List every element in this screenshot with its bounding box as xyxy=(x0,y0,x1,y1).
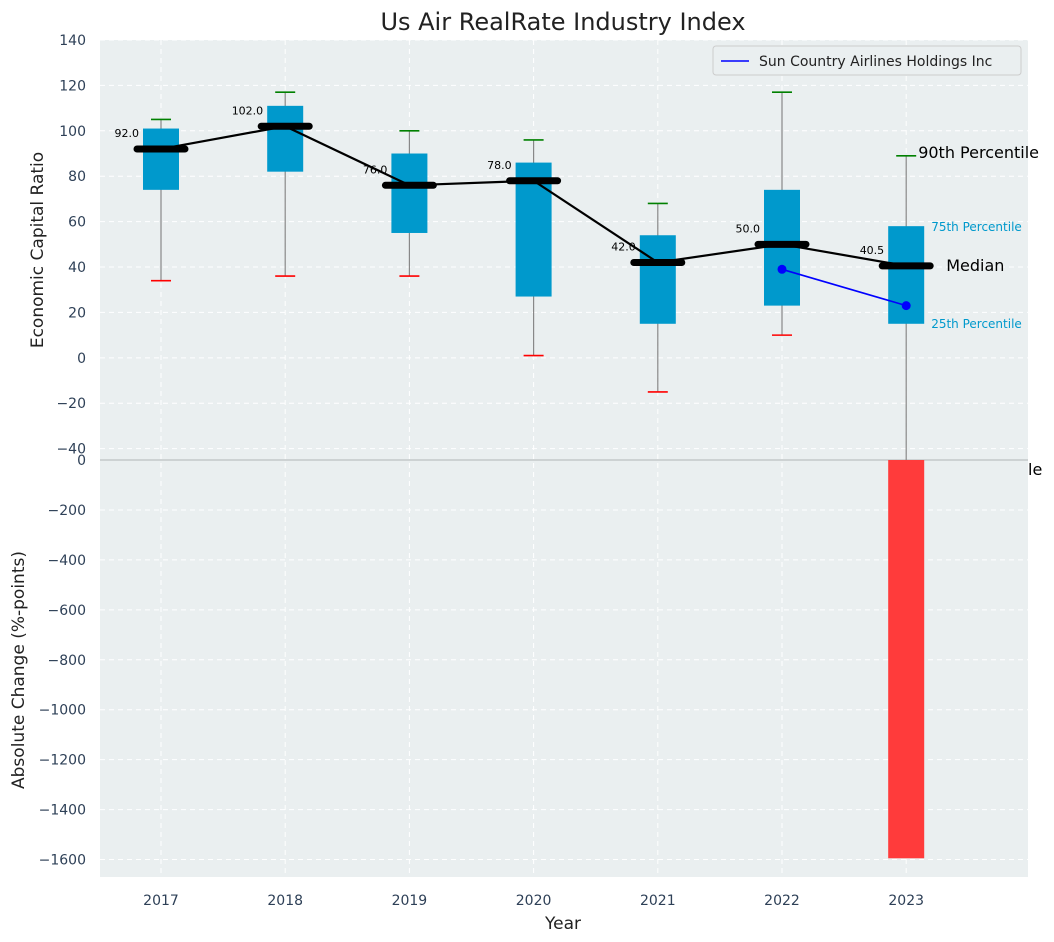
median-value-label: 102.0 xyxy=(232,104,264,117)
company-series xyxy=(777,264,911,311)
top-y-tick-label: −20 xyxy=(56,396,86,412)
top-y-tick-label: 60 xyxy=(68,215,86,231)
tick-labels: −40−200204060801001201400−200−400−600−80… xyxy=(39,33,924,909)
top-y-tick-label: 120 xyxy=(59,78,86,94)
median-value-label: 92.0 xyxy=(115,127,140,140)
bottom-y-axis-label: Absolute Change (%-points) xyxy=(9,551,29,789)
series-point xyxy=(777,264,787,274)
iqr-box xyxy=(143,128,179,190)
change-bars xyxy=(888,460,925,859)
top-y-tick-label: 80 xyxy=(68,169,86,185)
median-value-label: 42.0 xyxy=(611,240,636,253)
bottom-panel-area xyxy=(100,460,1028,877)
bottom-y-tick-label: −200 xyxy=(48,503,86,519)
annotations: 90th Percentile 75th Percentile Median 25th… xyxy=(918,143,1042,479)
bottom-y-tick-label: −1200 xyxy=(39,753,86,769)
bottom-y-tick-label: −400 xyxy=(48,553,86,569)
bottom-panel-background xyxy=(100,460,1028,877)
median-annotation: Median xyxy=(946,256,1004,275)
median-trend-line xyxy=(160,125,907,267)
top-y-tick-label: −40 xyxy=(56,442,86,458)
legend[interactable]: Sun Country Airlines Holdings Inc xyxy=(712,45,1022,76)
series-point xyxy=(901,301,911,311)
bottom-y-tick-label: 0 xyxy=(77,453,86,469)
top-y-tick-label: 40 xyxy=(68,260,86,276)
x-tick-label: 2018 xyxy=(267,893,303,909)
bottom-y-tick-label: −600 xyxy=(48,603,86,619)
x-tick-label: 2019 xyxy=(392,893,428,909)
p75-annotation: 75th Percentile xyxy=(931,220,1022,234)
top-y-tick-label: 100 xyxy=(59,124,86,140)
top-y-axis-label: Economic Capital Ratio xyxy=(28,152,48,348)
top-y-tick-label: 0 xyxy=(77,351,86,367)
bottom-y-tick-label: −1600 xyxy=(39,853,86,869)
legend-frame xyxy=(712,45,1022,76)
clipped-annotation: le xyxy=(1028,460,1042,479)
bottom-y-tick-label: −1000 xyxy=(39,703,86,719)
p25-annotation: 25th Percentile xyxy=(931,317,1022,331)
top-panel-background xyxy=(100,40,1028,460)
x-tick-label: 2022 xyxy=(764,893,800,909)
x-axis-label: Year xyxy=(544,914,581,934)
chart-title: Us Air RealRate Industry Index xyxy=(380,8,745,36)
median-value-label: 50.0 xyxy=(736,222,761,235)
iqr-box xyxy=(267,105,304,172)
iqr-box xyxy=(515,162,552,297)
top-y-tick-label: 20 xyxy=(68,305,86,321)
series-line xyxy=(781,268,907,307)
x-tick-label: 2020 xyxy=(516,893,552,909)
x-tick-label: 2021 xyxy=(640,893,676,909)
median-value-label: 40.5 xyxy=(860,244,885,257)
iqr-box xyxy=(639,235,676,324)
legend-entry-sun-country: Sun Country Airlines Holdings Inc xyxy=(759,54,992,70)
iqr-box xyxy=(391,153,428,233)
x-tick-label: 2017 xyxy=(143,893,179,909)
top-panel-area xyxy=(100,40,1028,460)
p90-annotation: 90th Percentile xyxy=(918,143,1039,162)
top-y-tick-label: 140 xyxy=(59,33,86,49)
median-value-label: 78.0 xyxy=(487,159,512,172)
bottom-y-tick-label: −800 xyxy=(48,653,86,669)
change-bar xyxy=(888,460,925,859)
x-tick-label: 2023 xyxy=(888,893,924,909)
bottom-y-tick-label: −1400 xyxy=(39,803,86,819)
